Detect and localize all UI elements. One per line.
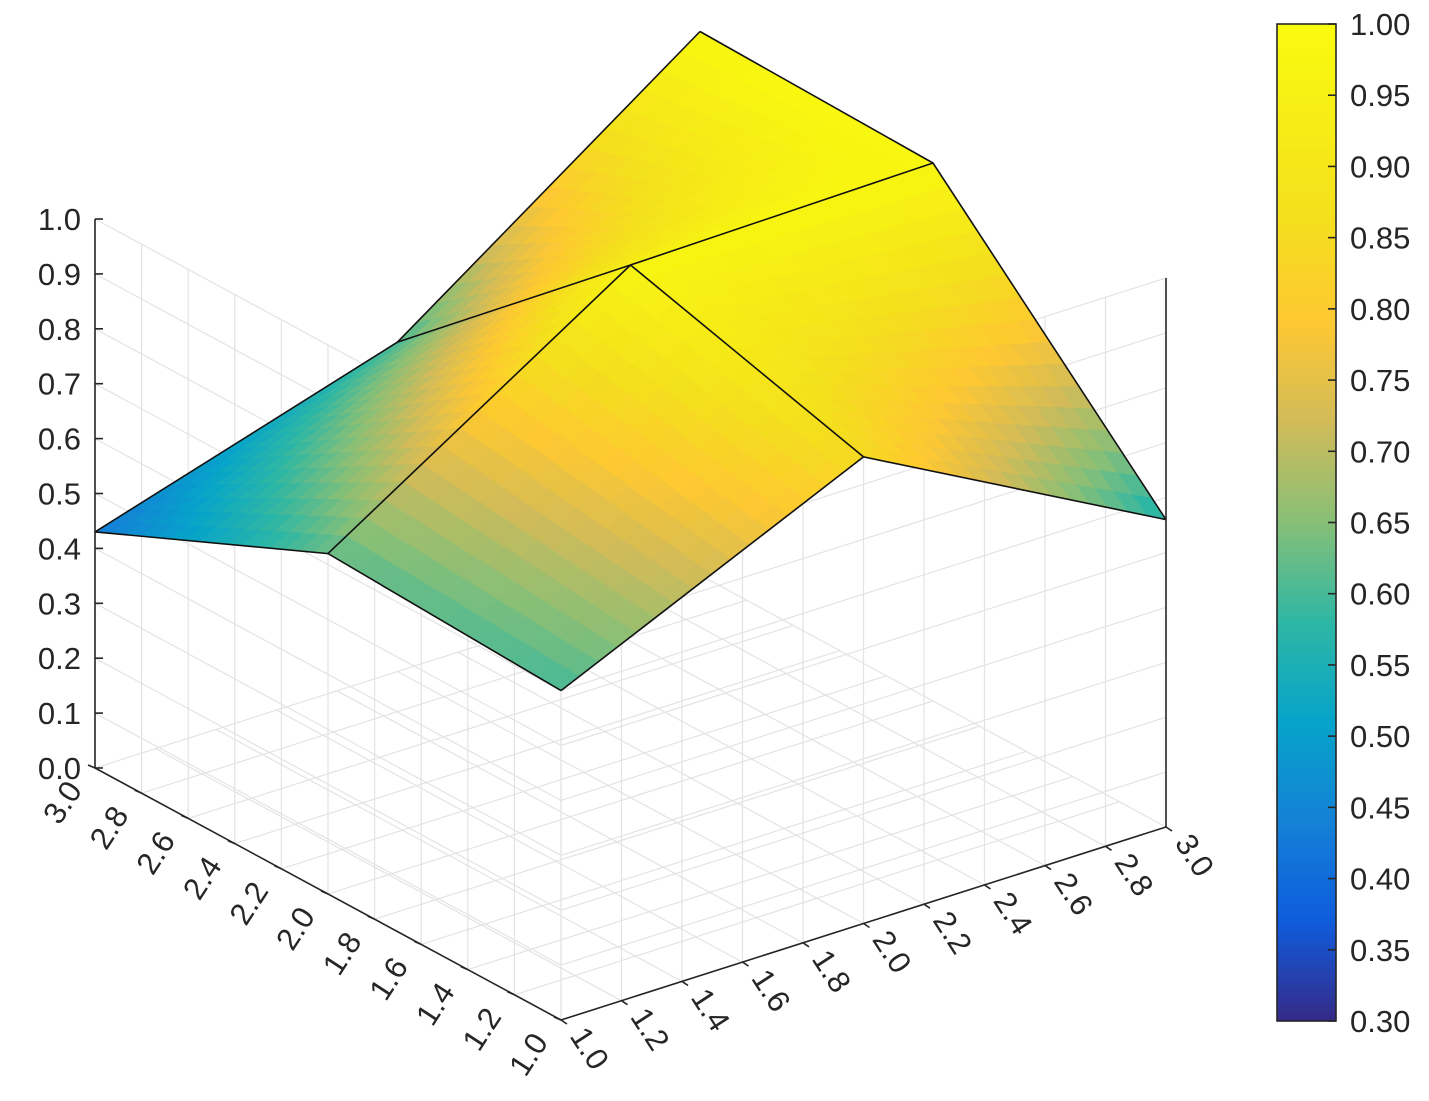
y-tick-label: 2.0 xyxy=(269,901,322,956)
colorbar-gradient xyxy=(1276,23,1337,1022)
x-tick xyxy=(742,961,749,967)
x-tick xyxy=(923,903,931,909)
colorbar-tick-label: 0.65 xyxy=(1350,506,1410,541)
z-tick-label: 0.9 xyxy=(38,257,81,292)
grid-line xyxy=(560,606,1167,801)
y-tick-label: 1.6 xyxy=(362,951,415,1006)
x-tick xyxy=(621,1000,628,1006)
x-tick xyxy=(560,1019,568,1025)
grid-line xyxy=(560,497,1167,692)
y-tick xyxy=(87,764,96,769)
colorbar-tick-label: 0.85 xyxy=(1350,221,1410,256)
z-tick-label: 0.5 xyxy=(38,477,81,512)
colorbar-tick-label: 0.75 xyxy=(1350,363,1410,398)
grid-line xyxy=(281,675,887,870)
z-tick-label: 0.7 xyxy=(38,367,81,402)
x-tick-label: 2.0 xyxy=(866,924,919,979)
colorbar-tick-label: 0.60 xyxy=(1350,577,1410,612)
x-tick-label: 3.0 xyxy=(1168,828,1221,883)
grid-line xyxy=(560,771,1167,966)
y-tick xyxy=(134,789,142,794)
z-tick-label: 0.8 xyxy=(38,312,81,347)
y-tick xyxy=(227,839,236,845)
y-tick-label: 2.8 xyxy=(83,800,136,855)
z-tick-label: 0.2 xyxy=(38,641,81,676)
x-tick-label: 1.2 xyxy=(624,1001,677,1056)
x-tick xyxy=(1165,826,1173,832)
y-tick xyxy=(507,991,515,996)
z-tick-label: 0.1 xyxy=(38,696,81,731)
y-tick xyxy=(180,814,189,820)
colorbar-tick-label: 1.00 xyxy=(1350,7,1410,42)
surface-edges xyxy=(94,30,1167,692)
grid-line xyxy=(560,551,1167,747)
z-tick-label: 1.0 xyxy=(38,202,81,237)
surface-edge xyxy=(94,531,562,692)
grid-line xyxy=(421,750,1027,945)
y-tick xyxy=(367,915,375,920)
y-tick xyxy=(413,940,422,946)
x-tick xyxy=(863,922,870,929)
y-tick-label: 1.4 xyxy=(409,976,462,1031)
y-tick-label: 2.2 xyxy=(222,876,275,931)
y-tick-label: 2.4 xyxy=(176,850,229,905)
x-tick-label: 2.6 xyxy=(1047,866,1100,921)
x-tick-label: 1.6 xyxy=(745,963,798,1018)
grid-line xyxy=(374,725,980,920)
y-tick xyxy=(274,865,282,870)
colorbar-tick-label: 0.40 xyxy=(1350,862,1410,897)
grid-line xyxy=(94,602,562,856)
grid-line xyxy=(94,657,562,911)
grid-line xyxy=(560,716,1167,911)
grid-line xyxy=(234,650,840,845)
y-tick xyxy=(460,965,469,971)
x-tick-label: 1.4 xyxy=(684,982,737,1037)
surface-edge xyxy=(397,264,865,458)
y-tick xyxy=(320,890,329,895)
x-tick-label: 1.8 xyxy=(805,944,858,999)
colorbar-tick-label: 0.70 xyxy=(1350,434,1410,469)
colorbar-tick-label: 0.55 xyxy=(1350,648,1410,683)
grid-line xyxy=(560,661,1167,856)
colorbar-tick-label: 0.45 xyxy=(1350,790,1410,825)
z-tick-label: 0.0 xyxy=(38,751,81,786)
y-tick-label: 2.6 xyxy=(129,825,182,880)
y-tick-label: 1.2 xyxy=(455,1002,508,1057)
x-tick-label: 1.0 xyxy=(563,1021,616,1076)
grid-line xyxy=(94,438,562,692)
colorbar-tick-label: 0.80 xyxy=(1350,292,1410,327)
x-tick-label: 2.4 xyxy=(987,886,1040,941)
y-tick-label: 1.0 xyxy=(502,1027,555,1082)
grid-line xyxy=(141,599,747,794)
y-tick-label: 1.8 xyxy=(316,926,369,981)
x-tick xyxy=(1044,864,1052,871)
colorbar-tick-label: 0.95 xyxy=(1350,78,1410,113)
y-tick xyxy=(553,1016,562,1021)
x-tick-label: 2.2 xyxy=(926,905,979,960)
grid-line xyxy=(94,712,562,966)
colorbar: 0.30 0.35 0.40 0.45 0.50 0.55 0.60 0.65 0.70 0.75… xyxy=(1276,7,1410,1039)
colorbar-tick-label: 0.35 xyxy=(1350,933,1410,968)
z-tick-label: 0.4 xyxy=(38,531,81,566)
grid-line xyxy=(327,700,934,895)
colorbar-tick-label: 0.50 xyxy=(1350,719,1410,754)
x-tick xyxy=(984,884,991,890)
colorbar-tick-label: 0.30 xyxy=(1350,1004,1410,1039)
z-tick-label: 0.3 xyxy=(38,586,81,621)
x-tick xyxy=(1105,845,1112,851)
x-tick xyxy=(802,942,810,948)
z-tick-label: 0.6 xyxy=(38,422,81,457)
grid-line xyxy=(188,624,794,819)
grid-line xyxy=(514,801,1120,996)
colorbar-tick-label: 0.90 xyxy=(1350,149,1410,184)
x-tick-label: 2.8 xyxy=(1108,847,1161,902)
surface-edge xyxy=(699,30,1167,521)
grid-line xyxy=(467,776,1073,971)
x-tick xyxy=(681,980,689,987)
grid-line xyxy=(94,547,562,801)
